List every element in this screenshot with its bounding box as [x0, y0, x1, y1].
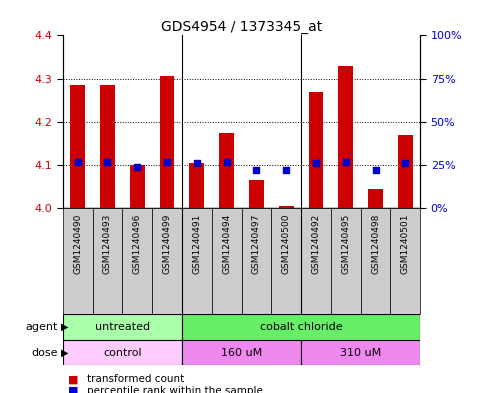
Text: 310 uM: 310 uM [340, 348, 381, 358]
Point [163, 158, 171, 165]
Text: GSM1240491: GSM1240491 [192, 214, 201, 274]
Bar [368, 189, 383, 208]
FancyBboxPatch shape [63, 340, 182, 365]
Text: ▶: ▶ [61, 322, 69, 332]
FancyBboxPatch shape [152, 208, 182, 314]
Bar [249, 180, 264, 208]
FancyBboxPatch shape [301, 208, 331, 314]
Point [282, 167, 290, 173]
Point [193, 160, 201, 167]
Text: GSM1240494: GSM1240494 [222, 214, 231, 274]
Text: GSM1240490: GSM1240490 [73, 214, 82, 274]
FancyBboxPatch shape [212, 208, 242, 314]
Bar [219, 133, 234, 208]
FancyBboxPatch shape [271, 208, 301, 314]
Bar [309, 92, 324, 208]
Text: GSM1240498: GSM1240498 [371, 214, 380, 274]
FancyBboxPatch shape [182, 340, 301, 365]
Text: GSM1240493: GSM1240493 [103, 214, 112, 274]
FancyBboxPatch shape [361, 208, 390, 314]
Text: dose: dose [31, 348, 58, 358]
Bar [100, 85, 115, 208]
FancyBboxPatch shape [301, 340, 420, 365]
Bar [398, 135, 413, 208]
Text: percentile rank within the sample: percentile rank within the sample [87, 386, 263, 393]
Text: control: control [103, 348, 142, 358]
Bar [189, 163, 204, 208]
FancyBboxPatch shape [93, 208, 122, 314]
Text: cobalt chloride: cobalt chloride [260, 322, 342, 332]
Bar [279, 206, 294, 208]
Point [401, 160, 409, 167]
Text: GSM1240495: GSM1240495 [341, 214, 350, 274]
Point [223, 158, 230, 165]
FancyBboxPatch shape [63, 208, 93, 314]
FancyBboxPatch shape [182, 208, 212, 314]
Text: GSM1240500: GSM1240500 [282, 214, 291, 274]
Text: agent: agent [26, 322, 58, 332]
Text: GDS4954 / 1373345_at: GDS4954 / 1373345_at [161, 20, 322, 34]
FancyBboxPatch shape [390, 208, 420, 314]
FancyBboxPatch shape [122, 208, 152, 314]
Text: ▶: ▶ [61, 348, 69, 358]
Text: GSM1240501: GSM1240501 [401, 214, 410, 274]
Text: ■: ■ [68, 386, 78, 393]
Bar [130, 165, 145, 208]
FancyBboxPatch shape [182, 314, 420, 340]
Bar [338, 66, 353, 208]
Point [104, 158, 112, 165]
Text: untreated: untreated [95, 322, 150, 332]
Point [372, 167, 380, 173]
Text: GSM1240492: GSM1240492 [312, 214, 320, 274]
Text: GSM1240497: GSM1240497 [252, 214, 261, 274]
Text: 160 uM: 160 uM [221, 348, 262, 358]
FancyBboxPatch shape [242, 208, 271, 314]
Point [133, 163, 141, 170]
FancyBboxPatch shape [63, 314, 182, 340]
Text: GSM1240499: GSM1240499 [163, 214, 171, 274]
Bar [159, 77, 174, 208]
Point [253, 167, 260, 173]
Point [74, 158, 82, 165]
Text: GSM1240496: GSM1240496 [133, 214, 142, 274]
Point [342, 158, 350, 165]
Bar [70, 85, 85, 208]
FancyBboxPatch shape [331, 208, 361, 314]
Text: transformed count: transformed count [87, 374, 184, 384]
Point [312, 160, 320, 167]
Text: ■: ■ [68, 374, 78, 384]
